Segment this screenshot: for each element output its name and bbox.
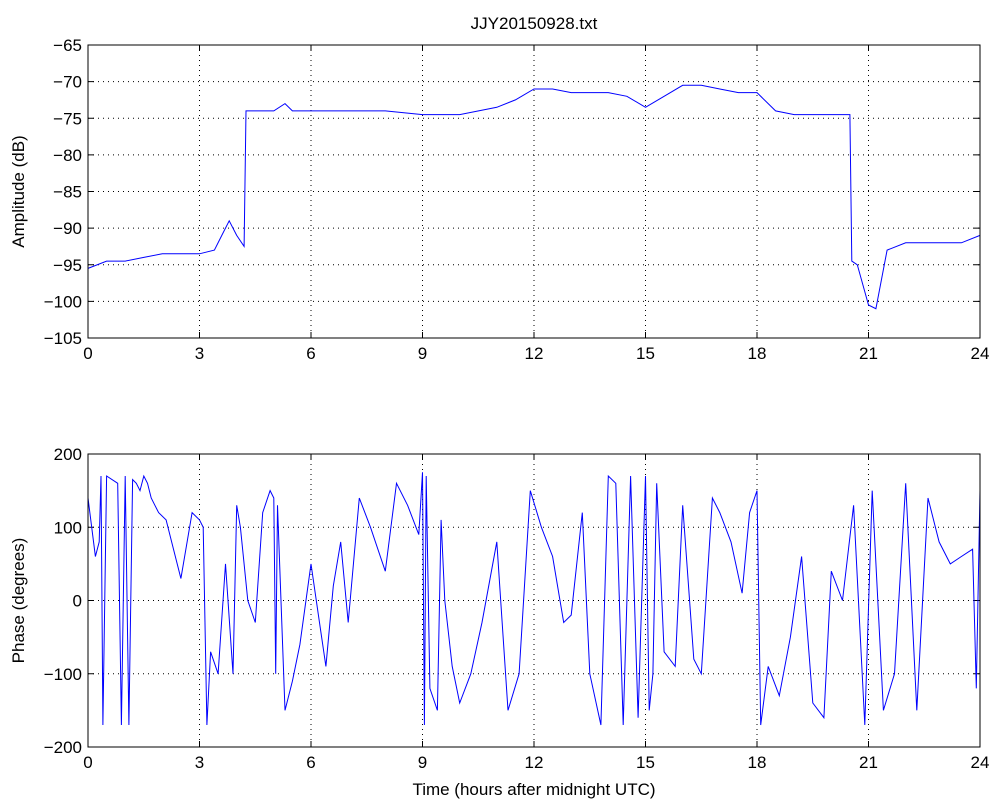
amplitude-x-tick-label: 6 [306,344,315,363]
amplitude-y-tick-label: −85 [53,183,82,202]
amplitude-x-tick-label: 0 [83,344,92,363]
phase-x-tick-label: 15 [636,753,655,772]
amplitude-y-label: Amplitude (dB) [9,135,28,247]
phase-x-tick-label: 3 [195,753,204,772]
phase-x-tick-label: 18 [748,753,767,772]
phase-x-tick-label: 6 [306,753,315,772]
phase-y-label: Phase (degrees) [9,538,28,664]
amplitude-y-tick-label: −70 [53,73,82,92]
phase-y-tick-label: 100 [54,518,82,537]
phase-plot-frame [87,453,981,748]
phase-series [87,472,981,726]
amplitude-plot-frame [87,44,981,339]
phase-y-tick-label: −100 [44,665,82,684]
phase-x-tick-label: 24 [971,753,990,772]
amplitude-y-tick-label: −95 [53,256,82,275]
amplitude-series [87,84,981,310]
phase-y-tick-label: −200 [44,738,82,757]
amplitude-ticks: 0 3 6 9 12 15 18 21 24 −105 −100 −95 −90 −85 −80 −75 −70… [44,36,990,363]
amplitude-x-tick-label: 3 [195,344,204,363]
amplitude-y-tick-label: −65 [53,36,82,55]
phase-ticks: 0 3 6 9 12 15 18 21 24 −200 −100 0 100 200 [44,445,990,772]
amplitude-grid [88,45,980,338]
phase-y-tick-label: 200 [54,445,82,464]
phase-x-tick-label: 12 [525,753,544,772]
amplitude-y-tick-label: −105 [44,329,82,348]
phase-series-line [87,472,981,726]
phase-x-tick-label: 21 [859,753,878,772]
phase-axes: 0 3 6 9 12 15 18 21 24 −200 −100 0 100 200 Phase (deg… [9,445,989,799]
amplitude-x-tick-label: 12 [525,344,544,363]
chart-title: JJY20150928.txt [471,14,598,33]
phase-x-tick-label: 9 [418,753,427,772]
amplitude-x-tick-label: 15 [636,344,655,363]
amplitude-y-tick-label: −100 [44,292,82,311]
phase-x-tick-label: 0 [83,753,92,772]
amplitude-x-tick-label: 24 [971,344,990,363]
phase-grid [88,454,980,747]
amplitude-series-line [87,84,981,310]
phase-y-tick-label: 0 [73,592,82,611]
phase-x-label: Time (hours after midnight UTC) [412,780,655,799]
amplitude-y-tick-label: −75 [53,109,82,128]
amplitude-x-tick-label: 21 [859,344,878,363]
amplitude-y-tick-label: −90 [53,219,82,238]
amplitude-y-tick-label: −80 [53,146,82,165]
amplitude-axes: 0 3 6 9 12 15 18 21 24 −105 −100 −95 −90 −85 −80 −75 −70… [9,36,989,363]
amplitude-x-tick-label: 18 [748,344,767,363]
amplitude-x-tick-label: 9 [418,344,427,363]
